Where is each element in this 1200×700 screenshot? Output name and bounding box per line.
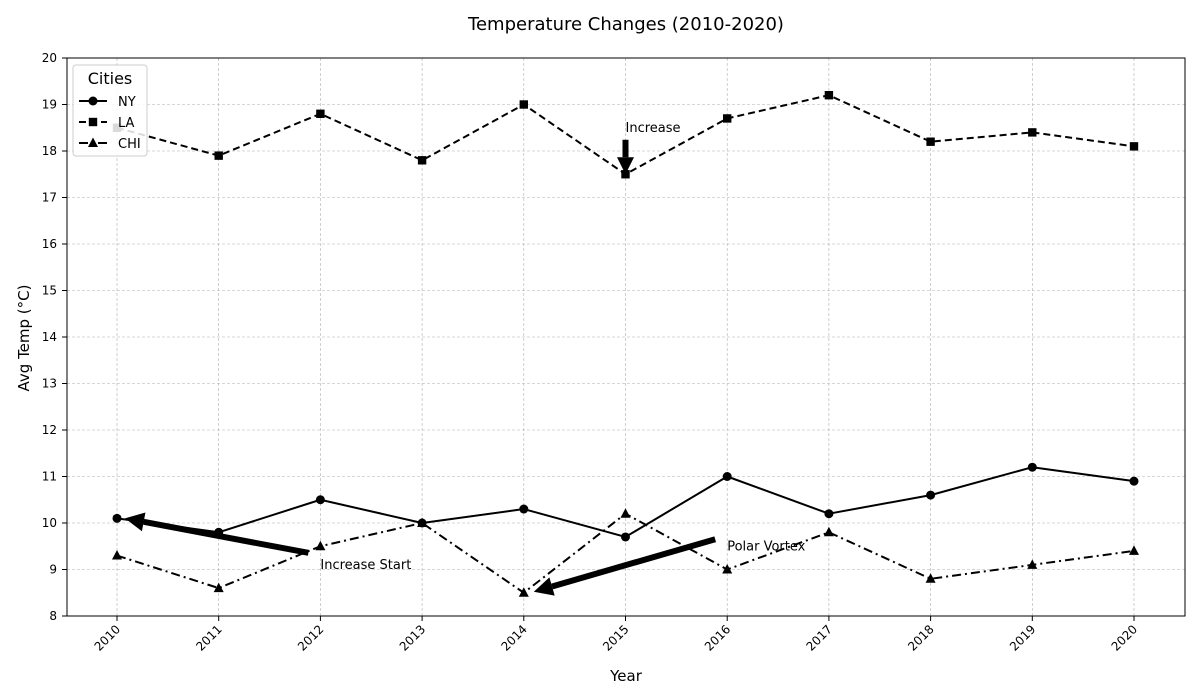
y-tick-label: 9: [49, 563, 57, 577]
annotation-arrow-head: [533, 577, 555, 596]
series-chi: [112, 508, 1139, 597]
legend-label: CHI: [118, 137, 141, 152]
y-tick-label: 15: [42, 284, 57, 298]
series-la-point: [214, 151, 223, 160]
series-chi-point: [112, 550, 122, 560]
annotation: Increase Start: [125, 512, 411, 573]
y-tick-label: 14: [42, 330, 57, 344]
series-la-point: [316, 109, 325, 118]
legend-marker: [88, 137, 98, 147]
x-tick-label: 2020: [1109, 622, 1140, 653]
x-tick-label: 2013: [397, 622, 428, 653]
series-ny-point: [722, 472, 732, 481]
series-chi-point: [823, 526, 834, 537]
y-tick-label: 11: [42, 470, 57, 484]
legend: Cities NY LA CHI: [72, 64, 148, 157]
legend-title: Cities: [88, 69, 133, 88]
legend-marker: [88, 117, 98, 127]
annotation-arrow-shaft: [551, 536, 717, 590]
annotation-label: Increase: [626, 121, 681, 136]
x-tick-label: 2018: [905, 622, 936, 653]
annotation-label: Increase Start: [320, 558, 411, 573]
annotation: Increase: [617, 121, 681, 175]
annotation-arrow-head: [125, 512, 146, 532]
y-tick-label: 17: [42, 191, 57, 205]
series-chi-point: [417, 517, 428, 527]
series-chi-point: [518, 587, 529, 597]
annotation-arrow-shaft: [143, 518, 309, 556]
legend-item: CHI: [79, 137, 141, 152]
series-chi-point: [620, 508, 631, 518]
y-axis-title: Avg Temp (°C): [15, 285, 33, 392]
y-tick-label: 19: [42, 98, 57, 112]
x-tick-label: 2014: [498, 622, 529, 653]
series-chi-point: [1129, 545, 1139, 555]
y-tick-label: 18: [42, 144, 57, 158]
series-ny-line: [116, 466, 1135, 538]
legend-label: LA: [118, 116, 135, 131]
series-ny-point: [1027, 462, 1037, 472]
series-la-point: [723, 114, 732, 123]
y-tick-label: 12: [42, 423, 57, 437]
legend-marker: [88, 96, 98, 106]
series-chi-point: [722, 564, 733, 574]
series-chi-point: [1027, 559, 1038, 569]
series-ny-point: [519, 504, 529, 514]
series-ny-point: [1129, 476, 1139, 486]
x-tick-label: 2011: [193, 622, 224, 653]
series-la-point: [519, 100, 528, 109]
y-tick-label: 20: [42, 51, 57, 65]
axis-ticks: 8 9 10 11 12 13 14 15 16 17 18 19 20 2010 2011 2012 2013…: [42, 51, 1140, 654]
y-tick-label: 13: [42, 377, 57, 391]
legend-box: [72, 64, 148, 157]
series-chi-point: [315, 540, 326, 551]
legend-label: NY: [118, 95, 136, 110]
y-tick-label: 16: [42, 237, 57, 251]
series-la-point: [1028, 128, 1037, 137]
series-chi-point: [925, 573, 936, 583]
legend-item: NY: [79, 95, 136, 110]
x-tick-label: 2015: [600, 622, 631, 653]
chart-title: Temperature Changes (2010-2020): [467, 14, 784, 35]
legend-item: LA: [79, 116, 135, 131]
x-tick-label: 2010: [92, 622, 123, 653]
series-ny-point: [315, 495, 325, 505]
series-chi-point: [213, 582, 224, 593]
series-ny-point: [112, 513, 122, 523]
annotation-arrow-head: [617, 157, 634, 175]
series-la-point: [417, 156, 427, 165]
series-ny-point: [824, 509, 834, 519]
x-tick-label: 2016: [702, 622, 733, 653]
series-la-point: [1129, 142, 1139, 151]
x-axis-title: Year: [609, 667, 643, 685]
annotation-label: Polar Vortex: [727, 539, 805, 554]
y-tick-label: 8: [49, 609, 57, 623]
series-la-point: [926, 137, 935, 146]
series-la-point: [824, 91, 834, 100]
series-ny-point: [621, 532, 630, 542]
annotation: Polar Vortex: [533, 536, 806, 596]
series-ny-point: [926, 490, 936, 500]
series-ny: [112, 462, 1139, 542]
annotations: Increase Increase Start Polar Vortex: [125, 121, 806, 596]
y-tick-label: 10: [42, 516, 57, 530]
x-tick-label: 2019: [1007, 622, 1038, 653]
x-tick-label: 2012: [295, 622, 326, 653]
x-tick-label: 2017: [804, 622, 835, 653]
